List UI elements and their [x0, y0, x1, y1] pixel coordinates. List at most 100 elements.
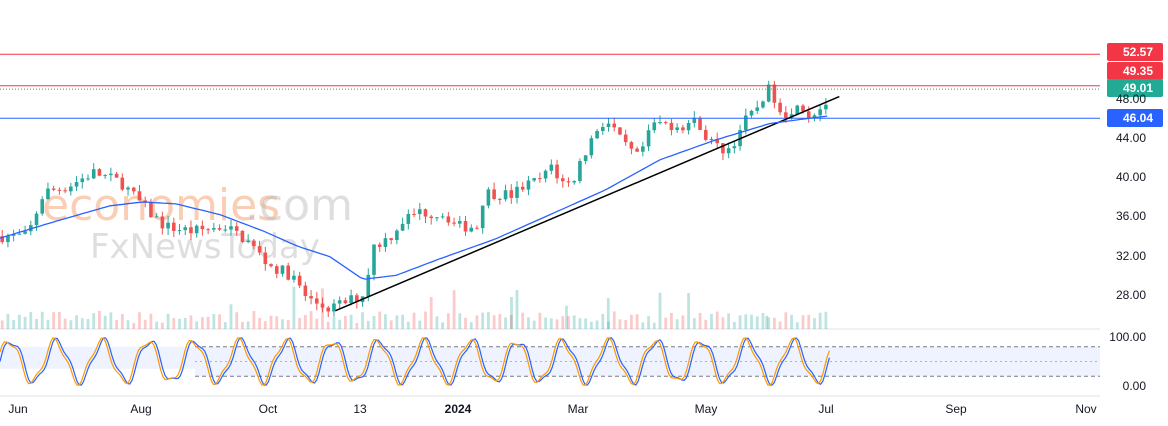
- volume-bar: [195, 321, 199, 329]
- candle-body: [452, 222, 456, 224]
- volume-bar: [246, 321, 250, 329]
- volume-bar: [738, 315, 742, 329]
- price-tick-label: 32.00: [1116, 249, 1146, 263]
- candle-body: [543, 170, 548, 179]
- stoch-tick-label: 0.00: [1123, 379, 1147, 393]
- volume-bar: [681, 315, 685, 329]
- candle-body: [566, 181, 571, 183]
- candle-body: [812, 115, 817, 118]
- volume-bar: [504, 317, 507, 329]
- volume-bar: [103, 315, 107, 329]
- candle-body: [406, 214, 411, 224]
- candle-body: [286, 265, 290, 280]
- candle-body: [383, 238, 388, 247]
- volume-bar: [527, 317, 530, 329]
- candle-body: [595, 131, 599, 139]
- volume-bar: [692, 318, 696, 329]
- candle-body: [732, 146, 737, 149]
- volume-bar: [206, 316, 210, 329]
- candle-body: [458, 220, 462, 224]
- candle-body: [200, 225, 205, 230]
- candle-body: [532, 178, 536, 181]
- candle-body: [349, 295, 353, 304]
- volume-bar: [298, 318, 302, 329]
- candle-body: [435, 217, 439, 219]
- volume-bar: [727, 313, 731, 329]
- overlays: 52.57 49.35 49.01 46.04: [0, 43, 1163, 312]
- volume-bar: [761, 312, 765, 329]
- candle-body: [703, 129, 708, 140]
- volume-bar: [687, 292, 690, 329]
- candle-body: [503, 190, 508, 200]
- candle-body: [429, 216, 433, 219]
- candle-body: [91, 169, 96, 179]
- volume-bar: [595, 320, 599, 329]
- volume-bar: [286, 320, 290, 329]
- volume-bar: [704, 319, 708, 329]
- price-tick-label: 28.00: [1116, 288, 1146, 302]
- candle-body: [57, 189, 62, 191]
- candle-body: [320, 303, 325, 308]
- volume-bar: [223, 322, 227, 329]
- volume-bar: [635, 314, 639, 329]
- trendline: [335, 95, 840, 312]
- candle-body: [555, 164, 559, 179]
- candle-body: [675, 127, 679, 131]
- candle-body: [172, 222, 176, 231]
- time-tick-label: Sep: [945, 402, 967, 416]
- candle-body: [74, 182, 79, 187]
- candle-body: [212, 228, 216, 230]
- volume-bar: [601, 313, 605, 329]
- volume-bar: [784, 312, 788, 329]
- volume-bar: [309, 311, 313, 329]
- volume-bar: [790, 314, 793, 329]
- volume-bar: [675, 319, 679, 329]
- price-level-badge: [1107, 43, 1163, 61]
- candle-body: [686, 122, 691, 131]
- volume-bar: [429, 297, 433, 329]
- candle-body: [492, 189, 496, 199]
- candle-body: [80, 178, 85, 183]
- volume-bar: [824, 311, 828, 329]
- candle-body: [269, 264, 273, 267]
- volume-bar: [132, 322, 136, 329]
- price-level-badge: [1107, 109, 1163, 127]
- volume-bar: [263, 321, 267, 329]
- volume-bar: [344, 315, 347, 329]
- volume-bar: [115, 320, 118, 329]
- volume-bar: [607, 321, 610, 329]
- candle-body: [801, 105, 805, 112]
- time-tick-label: Mar: [568, 402, 589, 416]
- volume-bar: [58, 311, 61, 329]
- candle-body: [635, 148, 639, 152]
- volume-bar: [510, 297, 513, 329]
- candle-body: [389, 238, 393, 241]
- candle-body: [332, 303, 336, 312]
- candle-body: [160, 216, 165, 229]
- volume-bar: [355, 322, 359, 329]
- volume-bar: [555, 319, 559, 329]
- candle-body: [755, 107, 760, 111]
- volume-bar: [618, 319, 622, 329]
- volume-bar: [6, 313, 10, 329]
- volume-bar: [732, 321, 736, 329]
- candle-body: [446, 216, 451, 223]
- volume-bar: [75, 315, 78, 329]
- candle-body: [46, 188, 50, 200]
- candle-body: [761, 101, 765, 108]
- candle-body: [520, 186, 525, 190]
- volume-bar: [589, 321, 593, 329]
- candle-body: [589, 138, 594, 156]
- time-tick-label: Nov: [1075, 402, 1096, 416]
- stoch-tick-label: 100.00: [1109, 330, 1146, 344]
- candle-body: [343, 300, 348, 304]
- candle-body: [97, 169, 102, 176]
- volume-bar: [487, 312, 490, 329]
- candle-body: [469, 227, 474, 232]
- volume-bar: [98, 311, 101, 329]
- candle-body: [355, 295, 359, 303]
- candle-body: [818, 109, 822, 116]
- candle-body: [417, 209, 422, 215]
- candle-body: [395, 230, 399, 241]
